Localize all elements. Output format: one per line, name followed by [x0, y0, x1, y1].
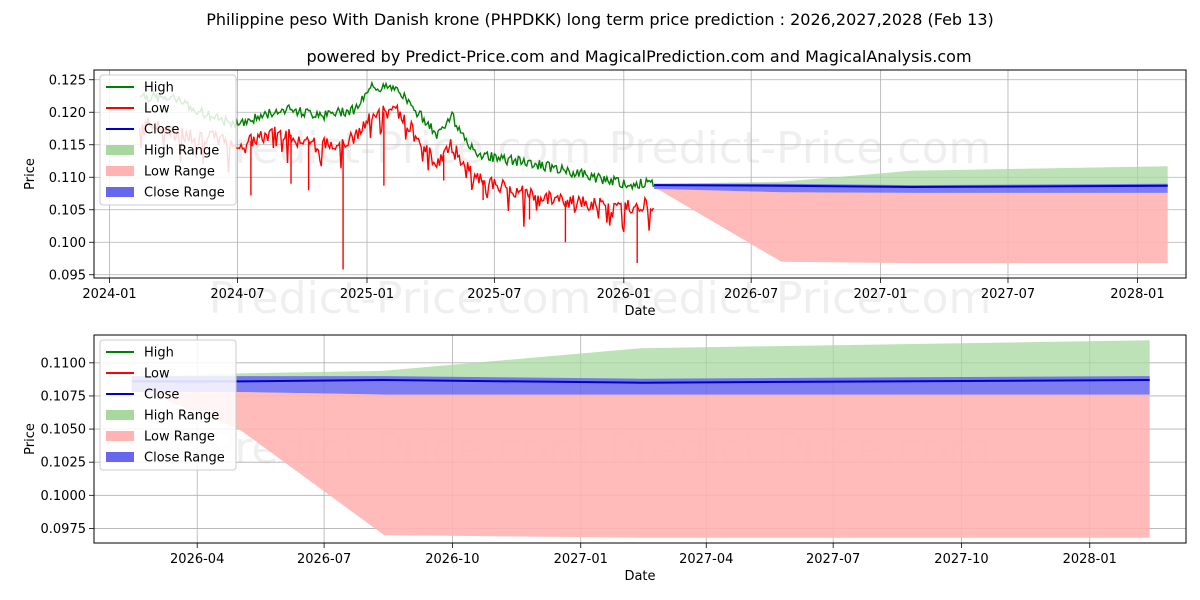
chart-subtitle: powered by Predict-Price.com and Magical… — [306, 47, 971, 66]
top-xtick-label: 2026-01 — [597, 287, 651, 302]
bottom-xtick-label: 2026-07 — [297, 552, 351, 567]
top-ytick-label: 0.120 — [49, 106, 86, 121]
bottom-xtick-label: 2027-07 — [806, 552, 860, 567]
bottom-ytick-label: 0.1050 — [41, 423, 87, 438]
bottom-close-range-band — [131, 376, 1150, 395]
top-axes-frame — [93, 69, 1187, 279]
chart-title: Philippine peso With Danish krone (PHPDK… — [206, 10, 994, 29]
bottom-legend-label: High Range — [144, 409, 219, 424]
top-legend-label: High — [144, 81, 174, 96]
bottom-legend-swatch-high-range — [106, 410, 134, 420]
top-xtick-label: 2027-07 — [981, 287, 1035, 302]
top-legend-label: Low Range — [144, 165, 215, 180]
top-ytick-label: 0.100 — [49, 236, 86, 251]
bottom-legend: High Low Close High Range Low Range Close Ran… — [99, 339, 237, 471]
top-legend-swatch-high-range — [106, 145, 134, 155]
bottom-xtick-label: 2026-04 — [170, 552, 224, 567]
bottom-legend-label: High — [144, 346, 174, 361]
top-legend-label: Close — [144, 123, 179, 138]
top-x-axis-label: Date — [624, 304, 655, 319]
bottom-legend-label: Close Range — [144, 451, 225, 466]
watermark-top-2: Predict-Price.com — [609, 123, 992, 174]
bottom-ytick-label: 0.1000 — [41, 489, 87, 504]
top-xtick-label: 2024-01 — [82, 287, 136, 302]
top-ytick-label: 0.110 — [49, 171, 86, 186]
watermark-mid-2: Predict-Price.com — [609, 273, 992, 324]
top-close-series-line — [654, 184, 1168, 189]
top-ytick-label: 0.125 — [49, 73, 86, 88]
top-legend-swatch-low-range — [106, 166, 134, 176]
bottom-plot-area — [94, 335, 1186, 543]
bottom-legend-label: Low Range — [144, 430, 215, 445]
bottom-legend-swatch-low-range — [106, 431, 134, 441]
bottom-ytick-label: 0.1025 — [41, 456, 87, 471]
bottom-legend-label: Low — [144, 367, 170, 382]
bottom-xtick-label: 2026-10 — [425, 552, 479, 567]
bottom-legend-label: Close — [144, 388, 179, 403]
bottom-xtick-label: 2027-04 — [679, 552, 733, 567]
bottom-high-range-band — [131, 340, 1150, 383]
bottom-y-axis-label: Price — [23, 423, 38, 455]
bottom-xtick-label: 2027-10 — [934, 552, 988, 567]
top-legend: High Low Close High Range Low Range Close Ran… — [99, 74, 237, 206]
top-xtick-label: 2025-01 — [340, 287, 394, 302]
watermark-mid-1: Predict-Price.com — [209, 273, 592, 324]
bottom-legend-swatch-close-range — [106, 452, 134, 462]
top-plot-area — [94, 70, 1186, 278]
bottom-x-axis-label: Date — [624, 569, 655, 584]
top-xtick-label: 2026-07 — [724, 287, 778, 302]
top-xtick-label: 2028-01 — [1110, 287, 1164, 302]
top-xtick-label: 2024-07 — [210, 287, 264, 302]
top-ytick-label: 0.105 — [49, 203, 86, 218]
top-y-axis-label: Price — [23, 158, 38, 190]
bottom-low-range-band — [131, 386, 1150, 538]
top-high-range-band — [654, 166, 1168, 187]
bottom-xtick-label: 2027-01 — [554, 552, 608, 567]
top-ytick-label: 0.115 — [49, 138, 86, 153]
top-low-range-band — [654, 187, 1168, 264]
top-xtick-label: 2027-01 — [853, 287, 907, 302]
bottom-xtick-label: 2028-01 — [1063, 552, 1117, 567]
bottom-ytick-label: 0.0975 — [41, 522, 87, 537]
bottom-ytick-label: 0.1075 — [41, 389, 87, 404]
top-legend-swatch-close-range — [106, 187, 134, 197]
top-legend-label: Close Range — [144, 186, 225, 201]
bottom-ytick-label: 0.1100 — [41, 356, 87, 371]
top-legend-label: Low — [144, 102, 170, 117]
top-xtick-label: 2025-07 — [467, 287, 521, 302]
top-legend-label: High Range — [144, 144, 219, 159]
top-ytick-label: 0.095 — [49, 268, 86, 283]
bottom-axes-frame — [93, 334, 1187, 544]
